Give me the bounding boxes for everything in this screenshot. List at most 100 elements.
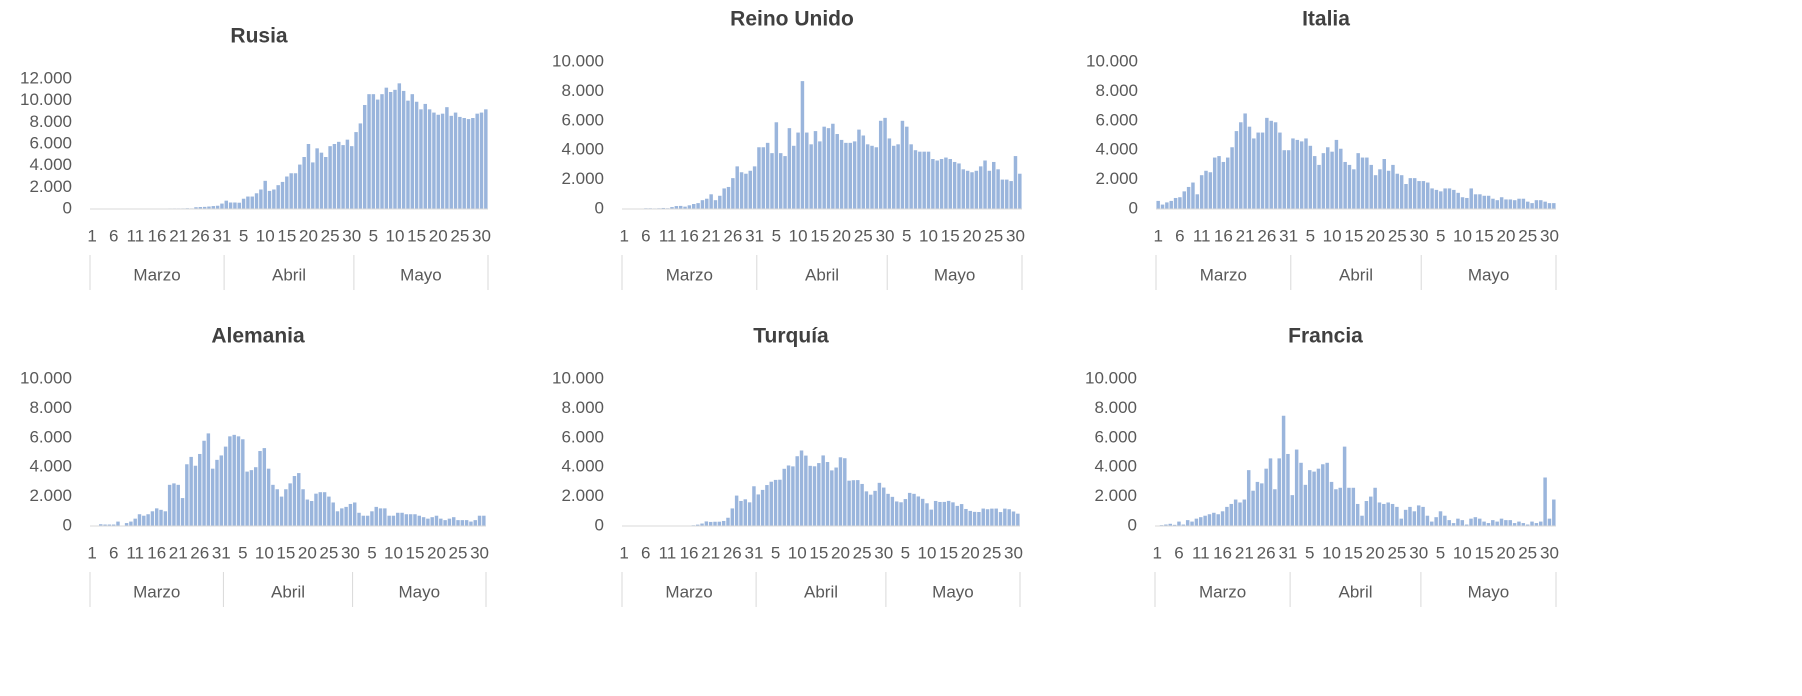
bar [1534,523,1539,526]
bar [335,511,340,526]
y-tick-label: 8.000 [29,112,72,131]
x-tick-label: 10 [1453,543,1472,562]
bar [852,141,857,209]
bar [479,112,484,209]
bar [1160,204,1165,209]
bar [293,173,298,209]
bar [341,145,345,209]
bar [1177,521,1181,526]
bar [1399,518,1404,526]
bar [482,515,486,526]
bar [194,207,198,209]
y-tick-label: 6.000 [1094,427,1137,446]
x-tick-label: 16 [1213,543,1232,562]
y-tick-label: 8.000 [561,398,604,417]
y-tick-label: 4.000 [1095,140,1138,159]
bar [1547,518,1552,526]
bar [1499,518,1504,526]
group-label: Abril [1338,582,1372,601]
bar [661,207,666,209]
bar [1269,120,1273,209]
x-tick-label: 20 [298,543,317,562]
bar [1552,499,1556,526]
bar [337,141,341,209]
bar [1512,523,1517,526]
x-tick-label: 20 [832,226,851,245]
bar [1308,145,1313,209]
y-tick-label: 8.000 [29,398,72,417]
bar [765,142,770,209]
bar [1504,520,1508,526]
x-tick-label: 20 [427,543,446,562]
bar [1365,157,1369,209]
bar [1439,191,1443,209]
bar [708,521,713,526]
bar [1325,462,1329,526]
bar [955,505,960,526]
x-tick-label: 25 [1387,543,1406,562]
bar [1504,199,1508,209]
bar [198,453,202,526]
bar [1517,198,1521,209]
bar [1268,458,1273,526]
bar [378,508,383,526]
bar [298,164,302,209]
x-tick-label: 20 [961,543,980,562]
bar [970,172,974,209]
bar [380,94,384,209]
bar [358,123,363,209]
x-tick-label: 30 [1004,543,1023,562]
bar [241,439,245,526]
bar [361,515,366,526]
x-tick-label: 31 [1278,543,1297,562]
bar [1273,122,1278,209]
x-tick-label: 16 [680,226,699,245]
bar [142,515,146,526]
bar [892,145,896,209]
bar [983,160,987,209]
bar [150,511,155,526]
bar [301,489,305,526]
x-tick-label: 10 [1322,543,1341,562]
bar [1172,524,1177,526]
group-label: Mayo [932,582,974,601]
bar [1260,483,1264,526]
bar [821,455,825,526]
bar [1212,157,1217,209]
x-tick-label: 20 [963,226,982,245]
bar [713,200,718,209]
x-tick-label: 10 [1323,226,1342,245]
y-tick-label: 4.000 [561,140,604,159]
bar [1495,200,1500,209]
bar [322,492,327,526]
bar [306,144,311,209]
bar [731,178,735,209]
bar [211,206,216,209]
group-label: Marzo [133,582,180,601]
bar [939,159,944,209]
bar [206,433,211,526]
bar [1286,150,1291,209]
bar [233,202,237,209]
bar [332,144,337,209]
bar [1395,173,1400,209]
bar [469,521,473,526]
x-tick-label: 11 [659,226,677,245]
bar [266,468,271,526]
x-tick-label: 21 [169,543,188,562]
bar [232,434,236,526]
x-tick-label: 15 [407,226,426,245]
bar [99,524,103,526]
bar [874,147,879,209]
bar [1434,189,1439,209]
x-tick-label: 30 [1006,226,1025,245]
bar [1220,511,1225,526]
x-tick-label: 20 [1497,226,1516,245]
bar [857,129,861,209]
bar [1491,520,1495,526]
bar [111,524,116,526]
x-tick-label: 30 [876,226,895,245]
bar [830,470,834,526]
bar [1443,515,1447,526]
